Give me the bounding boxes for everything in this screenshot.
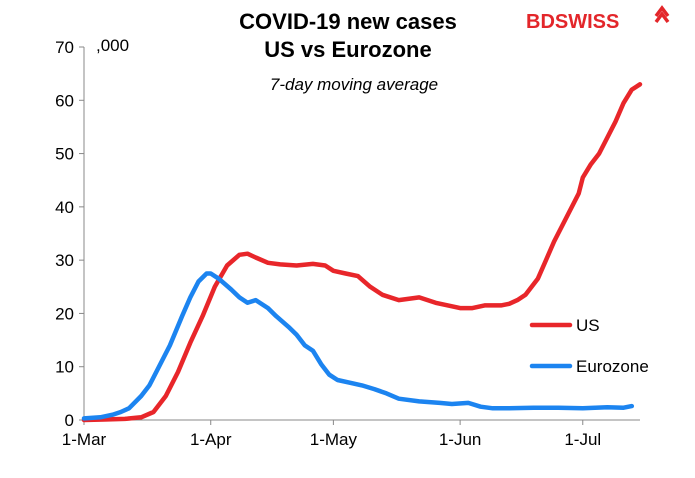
x-tick-label: 1-Jul	[564, 430, 601, 449]
chart-title-line2: US vs Eurozone	[264, 37, 431, 62]
x-tick-label: 1-May	[310, 430, 358, 449]
y-tick-label: 20	[55, 304, 74, 323]
legend-label-eurozone: Eurozone	[576, 357, 649, 376]
series-line-us	[81, 82, 643, 423]
chart-subtitle: 7-day moving average	[270, 75, 438, 94]
series-line-eurozone	[81, 271, 635, 421]
brand-logo: BDSWISS	[526, 5, 670, 33]
brand-mark: BDSWISS	[526, 11, 619, 33]
y-tick-label: 70	[55, 38, 74, 57]
unit-label: ,000	[96, 36, 129, 55]
chart-title-line1: COVID-19 new cases	[239, 9, 457, 34]
x-tick-label: 1-Mar	[62, 430, 107, 449]
y-tick-label: 40	[55, 198, 74, 217]
y-tick-label: 10	[55, 358, 74, 377]
x-tick-label: 1-Apr	[190, 430, 232, 449]
y-tick-label: 60	[55, 91, 74, 110]
y-tick-label: 50	[55, 145, 74, 164]
brand-cross-icon	[654, 5, 670, 24]
y-tick-label: 0	[65, 411, 74, 430]
x-tick-label: 1-Jun	[439, 430, 482, 449]
legend-label-us: US	[576, 316, 600, 335]
y-tick-label: 30	[55, 251, 74, 270]
